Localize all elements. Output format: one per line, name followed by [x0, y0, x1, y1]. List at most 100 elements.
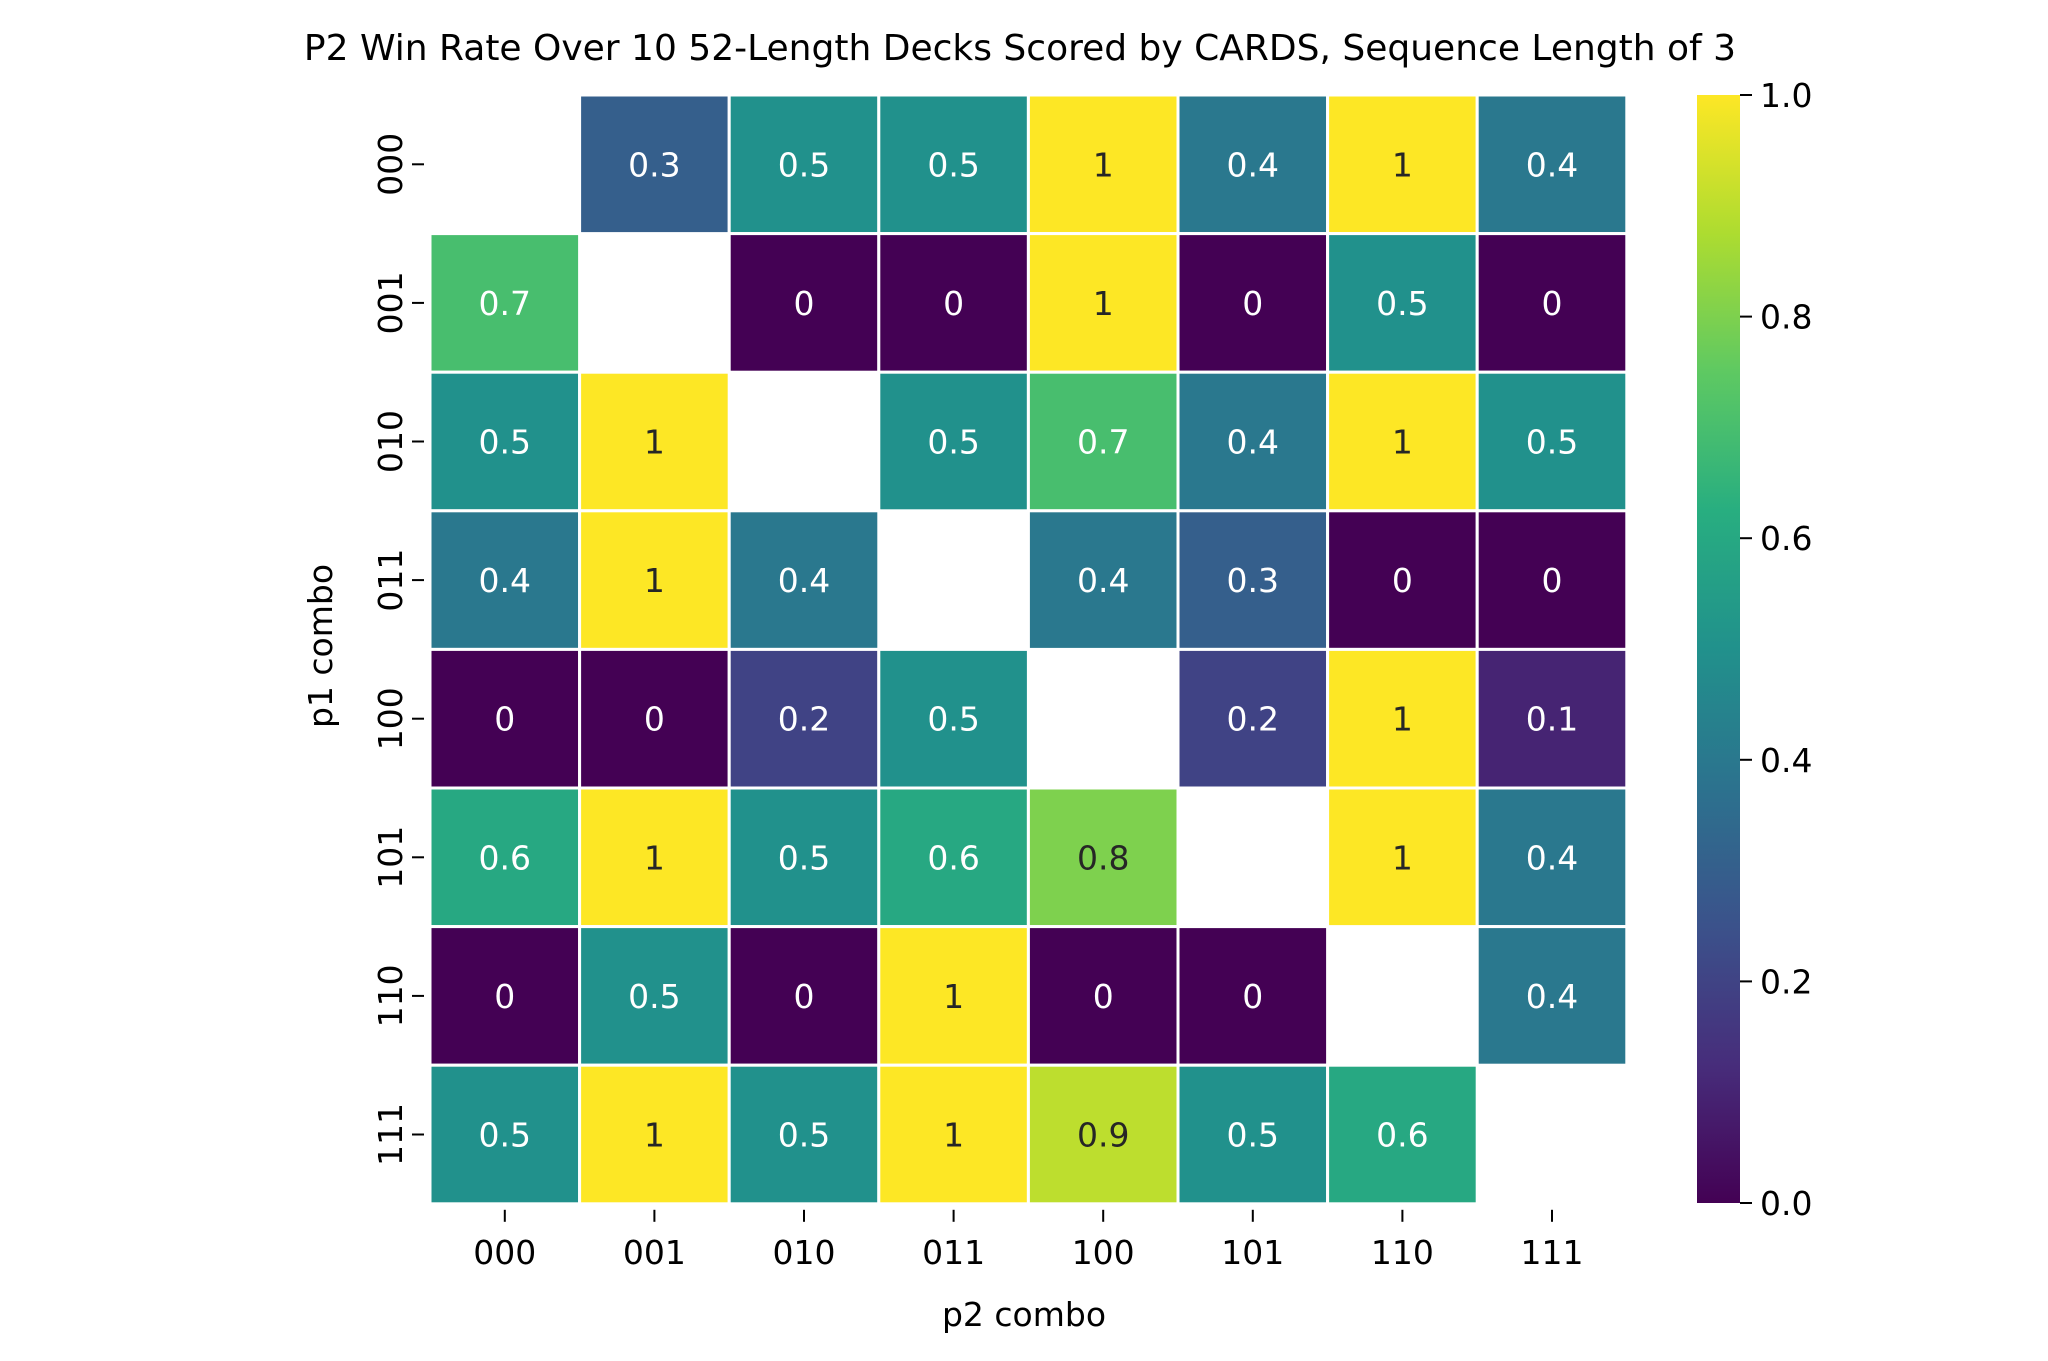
heatmap-cell: [877, 93, 1030, 236]
heatmap-cell-labels: 0.3 0.5 0.5 1 0.4 1 0.4 0.7 0 0 1 0 0.5 0 0.5 1 0.5 0.7 0.…: [479, 145, 1579, 1154]
y-tick-label: 010: [371, 410, 410, 473]
cell-value-label: 0.5: [628, 977, 680, 1016]
cell-value-label: 0.5: [778, 1116, 830, 1155]
y-tick-label: 000: [371, 133, 410, 196]
heatmap-cell: [1475, 925, 1629, 1067]
cell-value-label: 0: [644, 700, 665, 739]
cell-value-label: 0.4: [1526, 145, 1578, 184]
y-tick-label: 110: [371, 964, 410, 1027]
cell-value-label: 0.6: [927, 838, 979, 877]
heatmap-cell: [1326, 370, 1479, 513]
cell-value-label: 0.2: [778, 700, 830, 739]
heatmap-cell: [1326, 1063, 1479, 1206]
heatmap-cell: [1026, 925, 1180, 1067]
cell-value-label: 0.5: [778, 838, 830, 877]
colorbar: [1697, 95, 1740, 1203]
cell-value-label: 0.4: [1526, 838, 1578, 877]
cell-value-label: 0.4: [1526, 977, 1578, 1016]
y-tick-label: 111: [371, 1103, 410, 1166]
cell-value-label: 0.7: [1077, 423, 1129, 462]
cell-value-label: 1: [644, 838, 665, 877]
cell-value-label: 0: [494, 977, 515, 1016]
cell-value-label: 0.4: [778, 561, 830, 600]
cell-value-label: 0.4: [1227, 145, 1279, 184]
y-tick-label: 100: [371, 687, 410, 750]
cell-value-label: 0.4: [1227, 423, 1279, 462]
heatmap-cell: [578, 786, 731, 929]
x-tick-label: 100: [1072, 1233, 1135, 1272]
cell-value-label: 0: [494, 700, 515, 739]
y-axis-ticks: 000 001 010 011 100 101 110 111: [371, 133, 424, 1166]
cell-value-label: 1: [644, 423, 665, 462]
cell-value-label: 0.3: [1227, 561, 1279, 600]
x-axis-label: p2 combo: [942, 1295, 1106, 1334]
cell-value-label: 0.6: [479, 838, 531, 877]
cell-value-label: 0.5: [1376, 284, 1428, 323]
cell-value-label: 0: [1392, 561, 1413, 600]
heatmap-cell: [727, 93, 881, 236]
cell-value-label: 1: [1392, 145, 1413, 184]
heatmap-cell: [877, 925, 1030, 1067]
cell-value-label: 1: [1093, 284, 1114, 323]
cell-value-label: 0.3: [628, 145, 680, 184]
colorbar-tick-label: 0.4: [1760, 741, 1812, 780]
colorbar-tick-label: 1.0: [1760, 76, 1812, 115]
heatmap-cell: [1176, 370, 1330, 513]
heatmap-cell: [428, 232, 582, 374]
heatmap-cell: [727, 232, 881, 374]
x-axis-ticks: 000 001 010 011 100 101 110 111: [473, 1209, 1584, 1272]
heatmap-cell: [1326, 509, 1479, 651]
cell-value-label: 0: [794, 977, 815, 1016]
cell-value-label: 0.5: [778, 145, 830, 184]
cell-value-label: 0.5: [1227, 1116, 1279, 1155]
heatmap-cell: [727, 925, 881, 1067]
heatmap-cell: [578, 93, 731, 236]
x-tick-label: 111: [1521, 1233, 1584, 1272]
heatmap-cell: [428, 925, 582, 1067]
cell-value-label: 0.5: [927, 145, 979, 184]
heatmap-cell: [1026, 509, 1180, 651]
y-tick-label: 001: [371, 271, 410, 334]
heatmap-cell: [428, 786, 582, 929]
heatmap-cell: [428, 509, 582, 651]
heatmap-cell: [1475, 370, 1629, 513]
cell-value-label: 0.5: [927, 423, 979, 462]
heatmap-cell: [428, 647, 582, 790]
cell-value-label: 0.4: [479, 561, 531, 600]
x-tick-label: 000: [473, 1233, 536, 1272]
heatmap-cell: [1475, 232, 1629, 374]
colorbar-ticks: 0.0 0.2 0.4 0.6 0.8 1.0: [1740, 76, 1812, 1223]
cell-value-label: 0.6: [1376, 1116, 1428, 1155]
cell-value-label: 1: [1392, 423, 1413, 462]
heatmap-cell: [1475, 786, 1629, 929]
heatmap-cell: [578, 1063, 731, 1206]
cell-value-label: 0.9: [1077, 1116, 1129, 1155]
heatmap-cell: [1176, 232, 1330, 374]
heatmap-cells: [428, 93, 1629, 1206]
heatmap-cell: [877, 1063, 1030, 1206]
cell-value-label: 0.8: [1077, 838, 1129, 877]
cell-value-label: 0: [1542, 284, 1563, 323]
cell-value-label: 0.7: [479, 284, 531, 323]
cell-value-label: 0: [1242, 284, 1263, 323]
heatmap-cell: [1326, 93, 1479, 236]
cell-value-label: 1: [644, 561, 665, 600]
cell-value-label: 1: [1093, 145, 1114, 184]
cell-value-label: 0: [794, 284, 815, 323]
chart-title: P2 Win Rate Over 10 52-Length Decks Scor…: [304, 28, 1736, 69]
heatmap-cell: [1026, 1063, 1180, 1206]
cell-value-label: 0: [1242, 977, 1263, 1016]
y-tick-label: 011: [371, 549, 410, 612]
y-axis-label: p1 combo: [301, 564, 340, 728]
cell-value-label: 0: [1542, 561, 1563, 600]
cell-value-label: 1: [943, 977, 964, 1016]
heatmap-cell: [1326, 786, 1479, 929]
cell-value-label: 0: [943, 284, 964, 323]
x-tick-label: 011: [922, 1233, 985, 1272]
heatmap-cell: [1176, 925, 1330, 1067]
x-tick-label: 101: [1221, 1233, 1284, 1272]
cell-value-label: 1: [644, 1116, 665, 1155]
colorbar-tick-label: 0.0: [1760, 1184, 1812, 1223]
cell-value-label: 1: [1392, 838, 1413, 877]
